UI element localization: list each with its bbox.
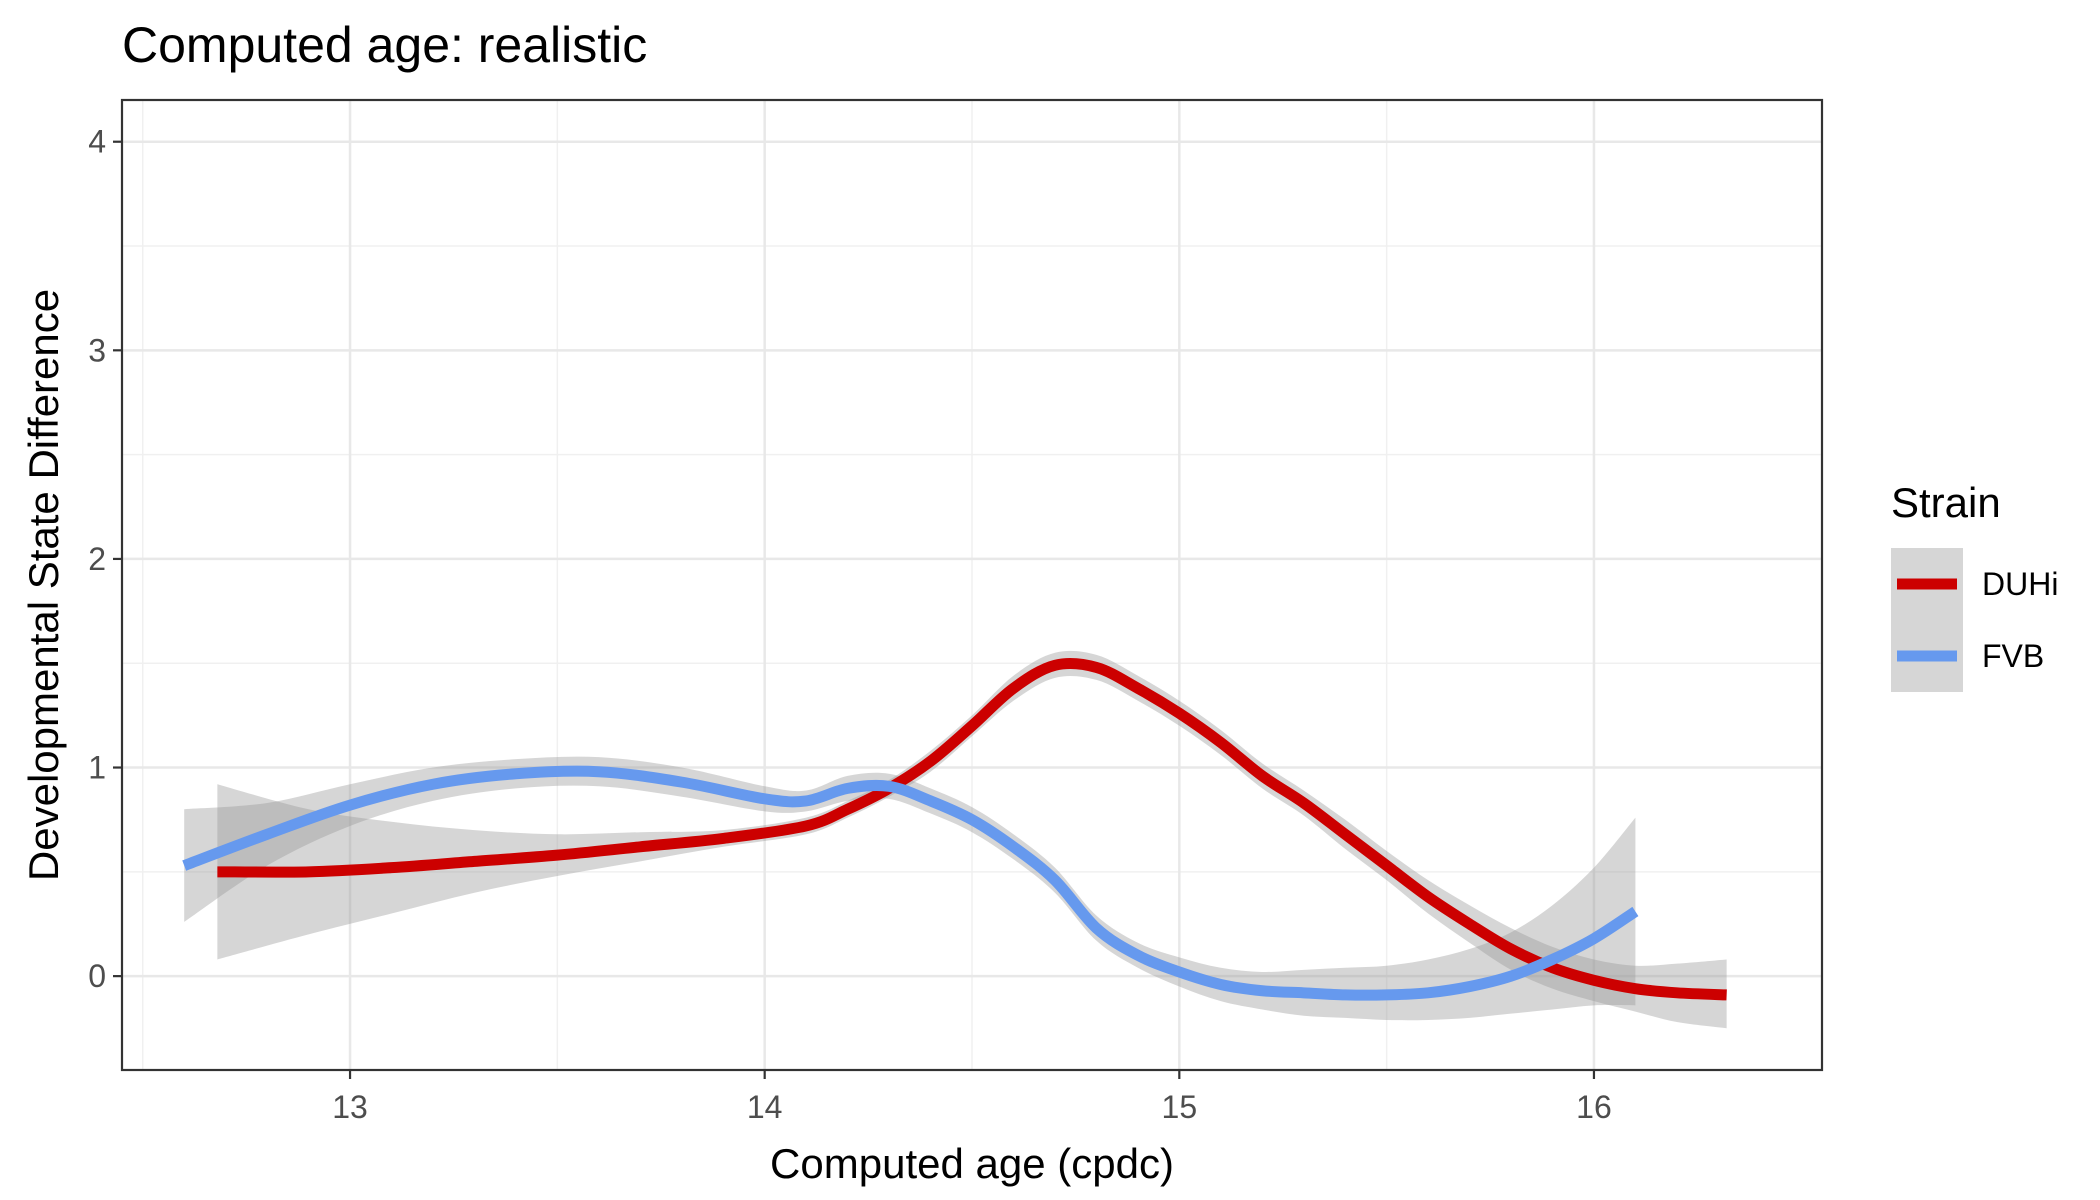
y-axis-label: Developmental State Difference	[20, 289, 67, 881]
series-line-duhi	[217, 657, 1727, 1001]
legend: Strain DUHi FVB	[1891, 479, 2058, 692]
legend-items: DUHi FVB	[1891, 548, 2058, 692]
x-tick-label: 15	[1162, 1089, 1198, 1125]
y-axis: 0 1 2 3 4	[88, 124, 122, 994]
x-tick-label: 14	[747, 1089, 783, 1125]
legend-title: Strain	[1891, 479, 2001, 526]
x-axis: 13 14 15 16	[332, 1070, 1612, 1125]
legend-label-fvb: FVB	[1982, 638, 2044, 674]
x-axis-label: Computed age (cpdc)	[770, 1140, 1174, 1187]
series-line-fvb	[182, 765, 1639, 1001]
grid-minor	[122, 100, 1822, 1070]
chart-title: Computed age: realistic	[122, 17, 647, 73]
y-tick-label: 4	[88, 124, 106, 160]
legend-label-duhi: DUHi	[1982, 566, 2058, 602]
x-tick-label: 13	[332, 1089, 368, 1125]
grid-major	[122, 100, 1822, 1070]
y-tick-label: 3	[88, 332, 106, 368]
series-lines	[182, 657, 1727, 1001]
y-tick-label: 1	[88, 750, 106, 786]
ribbon-fvb	[184, 756, 1636, 1021]
plot-border	[120, 98, 1824, 1072]
plot-panel	[120, 98, 1824, 1072]
y-tick-label: 0	[88, 958, 106, 994]
y-tick-label: 2	[88, 541, 106, 577]
x-tick-label: 16	[1576, 1089, 1612, 1125]
